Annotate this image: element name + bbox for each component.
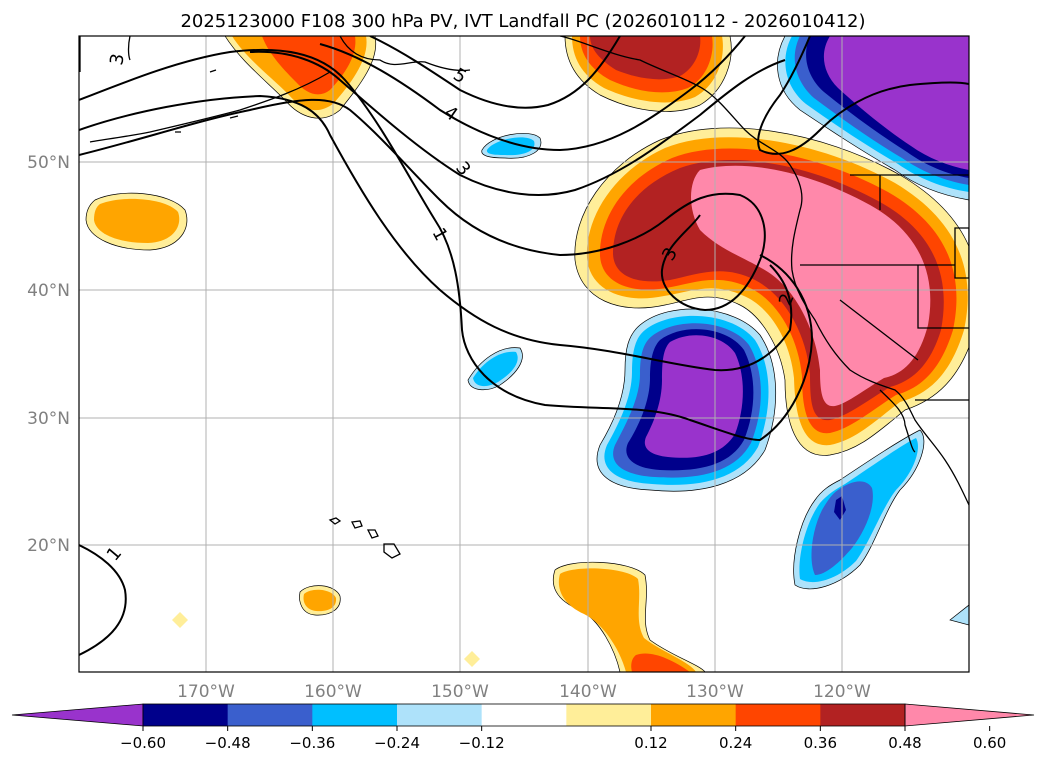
colorbar-segment — [227, 704, 313, 726]
map-area: 1 1 2 3 3 3 4 5 — [79, 36, 969, 672]
colorbar-tick-label: 0.48 — [888, 734, 921, 752]
lat-label-40n: 40°N — [27, 281, 70, 301]
colorbar-ticks: −0.60 −0.48 −0.36 −0.24 −0.12 0.12 0.24 0.36 0.4… — [120, 726, 1006, 752]
colorbar-segment — [312, 704, 398, 726]
colorbar-arrow-high — [904, 703, 1035, 727]
colorbar-segment — [397, 704, 483, 726]
negative-northeast — [777, 36, 969, 201]
positive-west-pacific — [85, 192, 188, 251]
colorbar-tick-label: −0.48 — [205, 734, 251, 752]
lat-label-50n: 50°N — [27, 153, 70, 173]
lon-label-150w: 150°W — [431, 682, 489, 702]
colorbar-segments — [11, 703, 1035, 727]
colorbar: −0.60 −0.48 −0.36 −0.24 −0.12 0.12 0.24 0.36 0.4… — [11, 703, 1035, 752]
lat-label-30n: 30°N — [27, 409, 70, 429]
colorbar-arrow-low — [11, 703, 144, 727]
colorbar-outline — [142, 703, 906, 727]
positive-plume-west-coast — [574, 127, 969, 456]
colorbar-segment — [820, 704, 906, 726]
colorbar-tick-label: −0.12 — [459, 734, 505, 752]
colorbar-tick-label: 0.24 — [719, 734, 752, 752]
contour-label: 3 — [106, 52, 129, 67]
latitude-labels: 50°N 40°N 30°N 20°N — [27, 153, 70, 556]
colorbar-segment — [481, 704, 567, 726]
plot-frame — [78, 35, 970, 673]
lat-label-20n: 20°N — [27, 536, 70, 556]
positive-subtropical — [172, 561, 706, 672]
colorbar-tick-label: −0.60 — [120, 734, 166, 752]
negative-southeast — [793, 429, 925, 590]
colorbar-segment — [566, 704, 652, 726]
colorbar-tick-label: −0.36 — [289, 734, 335, 752]
negative-small-blobs — [467, 132, 969, 626]
longitude-labels: 170°W 160°W 150°W 140°W 130°W 120°W — [177, 682, 871, 702]
lon-label-170w: 170°W — [177, 682, 235, 702]
colorbar-segment — [735, 704, 821, 726]
colorbar-tick-label: 0.60 — [973, 734, 1006, 752]
colorbar-segment — [143, 704, 229, 726]
colorbar-tick-label: −0.24 — [374, 734, 420, 752]
chart-title: 2025123000 F108 300 hPa PV, IVT Landfall… — [180, 11, 865, 32]
colorbar-segment — [651, 704, 737, 726]
negative-cutoff-low — [596, 308, 776, 492]
pv-contours — [79, 36, 969, 656]
lon-label-130w: 130°W — [686, 682, 744, 702]
colorbar-tick-label: 0.12 — [634, 734, 667, 752]
lon-label-160w: 160°W — [304, 682, 362, 702]
colorbar-tick-label: 0.36 — [804, 734, 837, 752]
lon-label-140w: 140°W — [559, 682, 617, 702]
lon-label-120w: 120°W — [813, 682, 871, 702]
